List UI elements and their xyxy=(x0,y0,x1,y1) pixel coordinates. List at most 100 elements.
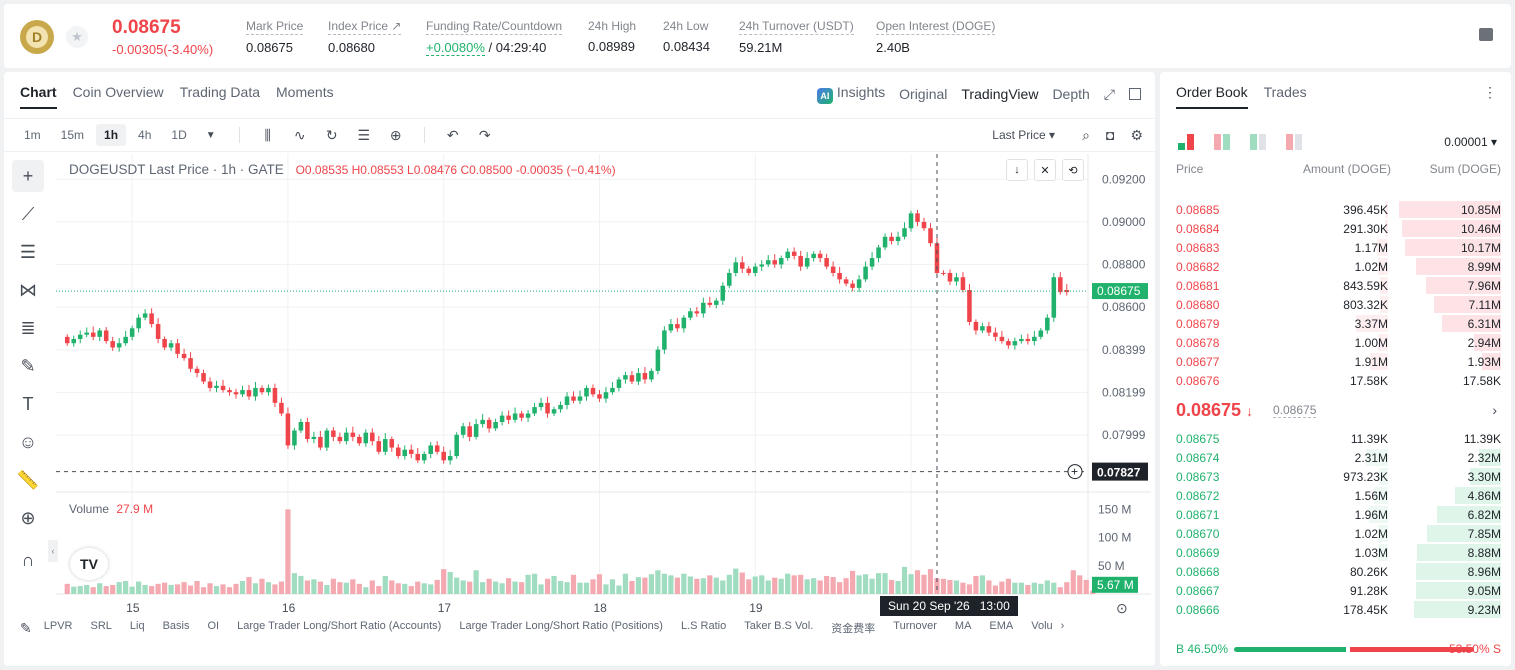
ask-row[interactable]: 0.08677 1.91M 1.93M xyxy=(1160,352,1511,371)
text-tool-icon[interactable]: T xyxy=(22,393,34,414)
cycle-icon[interactable]: ⟲ xyxy=(1062,159,1084,181)
template-icon[interactable]: ☰ xyxy=(357,126,371,143)
mid-mark-price[interactable]: 0.08675 xyxy=(1273,403,1317,418)
tab-chart[interactable]: Chart xyxy=(20,84,57,109)
indicator-ls-ratio[interactable]: L.S Ratio xyxy=(680,620,727,632)
indicator-volume[interactable]: Volu xyxy=(1031,620,1053,632)
ask-row[interactable]: 0.08681 843.59K 7.96M xyxy=(1160,276,1511,295)
bid-row[interactable]: 0.08666 178.45K 9.23M xyxy=(1160,600,1511,619)
interval-1m[interactable]: 1m xyxy=(24,128,41,142)
mode-sells-icon[interactable] xyxy=(1286,134,1302,150)
crosshair-tool-icon[interactable]: + xyxy=(12,160,44,192)
candle-type-icon[interactable]: ⫼ xyxy=(264,126,271,143)
candle xyxy=(324,427,330,451)
indicator-scroll-icon[interactable]: › xyxy=(1060,620,1065,632)
timezone-settings-icon[interactable]: ⊙ xyxy=(1116,600,1128,616)
mode-asks-icon[interactable] xyxy=(1214,134,1230,150)
tab-order-book[interactable]: Order Book xyxy=(1176,84,1248,109)
candle-body xyxy=(370,432,375,442)
tab-tradingview[interactable]: TradingView xyxy=(961,86,1039,102)
indicator-ls-accounts[interactable]: Large Trader Long/Short Ratio (Accounts) xyxy=(237,620,442,632)
tab-trades[interactable]: Trades xyxy=(1263,84,1307,100)
ask-row[interactable]: 0.08680 803.32K 7.11M xyxy=(1160,295,1511,314)
tab-trading-data[interactable]: Trading Data xyxy=(179,84,261,100)
row-sum: 17.58K xyxy=(1462,374,1501,388)
camera-icon[interactable]: ◘ xyxy=(1105,127,1115,143)
ask-row[interactable]: 0.08684 291.30K 10.46M xyxy=(1160,219,1511,238)
indicator-turnover[interactable]: Turnover xyxy=(893,620,937,632)
favorite-star-icon[interactable]: ★ xyxy=(66,26,88,48)
magnet-tool-icon[interactable]: ∩ xyxy=(21,549,35,570)
chevron-right-icon[interactable]: › xyxy=(1492,402,1497,418)
row-amount: 3.37M xyxy=(1354,317,1388,331)
book-icon[interactable] xyxy=(1479,28,1493,41)
edit-icon[interactable]: ✎ xyxy=(20,620,32,636)
replay-icon[interactable]: ↻ xyxy=(325,126,338,143)
tab-insights[interactable]: AI Insights xyxy=(816,84,885,104)
tab-moments[interactable]: Moments xyxy=(276,84,334,100)
tab-original[interactable]: Original xyxy=(899,86,948,102)
trend-line-tool-icon[interactable]: ⟋ xyxy=(21,203,35,224)
zoom-tool-icon[interactable]: ⊕ xyxy=(20,507,36,528)
last-price-select[interactable]: Last Price ▾ xyxy=(992,128,1055,142)
indicator-lpvr[interactable]: LPVR xyxy=(43,620,73,632)
ask-row[interactable]: 0.08679 3.37M 6.31M xyxy=(1160,314,1511,333)
collapse-toolbar-icon[interactable]: ‹ xyxy=(48,540,58,562)
candle-body xyxy=(318,436,323,448)
bid-row[interactable]: 0.08669 1.03M 8.88M xyxy=(1160,543,1511,562)
bid-row[interactable]: 0.08668 80.26K 8.96M xyxy=(1160,562,1511,581)
mode-bids-icon[interactable] xyxy=(1250,134,1266,150)
horizontal-lines-tool-icon[interactable]: ☰ xyxy=(19,241,37,262)
price-chart[interactable]: 0.09200 0.09000 0.08800 0.08600 0.08399 0.081… xyxy=(56,154,1151,624)
redo-icon[interactable]: ↷ xyxy=(478,126,491,143)
indicator-taker-vol[interactable]: Taker B.S Vol. xyxy=(744,620,814,632)
bid-row[interactable]: 0.08674 2.31M 2.32M xyxy=(1160,448,1511,467)
indicator-ma[interactable]: MA xyxy=(954,620,972,632)
interval-dropdown-icon[interactable]: ▼ xyxy=(205,129,216,141)
undo-icon[interactable]: ↶ xyxy=(446,126,459,143)
bid-row[interactable]: 0.08670 1.02M 7.85M xyxy=(1160,524,1511,543)
brush-tool-icon[interactable]: ✎ xyxy=(20,355,36,376)
emoji-tool-icon[interactable]: ☺ xyxy=(18,431,38,452)
more-options-icon[interactable]: ⋮ xyxy=(1483,84,1497,100)
bid-row[interactable]: 0.08667 91.28K 9.05M xyxy=(1160,581,1511,600)
interval-1h[interactable]: 1h xyxy=(96,124,127,146)
interval-4h[interactable]: 4h xyxy=(138,128,152,142)
precision-select[interactable]: 0.00001 ▾ xyxy=(1444,135,1497,149)
ask-row[interactable]: 0.08683 1.17M 10.17M xyxy=(1160,238,1511,257)
indicator-ema[interactable]: EMA xyxy=(989,620,1014,632)
search-icon[interactable]: ⌕ xyxy=(1082,127,1090,143)
indicator-funding-rate[interactable]: 资金费率 xyxy=(831,623,876,635)
ask-row[interactable]: 0.08678 1.00M 2.94M xyxy=(1160,333,1511,352)
fullscreen-icon[interactable] xyxy=(1129,88,1141,100)
indicator-liq[interactable]: Liq xyxy=(129,620,145,632)
indicators-icon[interactable]: ∿ xyxy=(293,126,306,143)
candle-body xyxy=(279,402,284,414)
indicator-ls-positions[interactable]: Large Trader Long/Short Ratio (Positions… xyxy=(459,620,663,632)
indicator-oi[interactable]: OI xyxy=(207,620,220,632)
expand-icon[interactable]: ⤢ xyxy=(1103,85,1115,102)
indicator-srl[interactable]: SRL xyxy=(90,620,112,632)
collapse-icon[interactable]: ✕ xyxy=(1034,159,1056,181)
bid-row[interactable]: 0.08671 1.96M 6.82M xyxy=(1160,505,1511,524)
bid-row[interactable]: 0.08672 1.56M 4.86M xyxy=(1160,486,1511,505)
candle xyxy=(986,321,992,336)
candle-body xyxy=(253,387,258,397)
interval-1d[interactable]: 1D xyxy=(171,128,187,142)
tab-depth[interactable]: Depth xyxy=(1052,86,1090,102)
fib-tool-icon[interactable]: ≣ xyxy=(20,317,36,338)
bid-row[interactable]: 0.08673 973.23K 3.30M xyxy=(1160,467,1511,486)
arrow-down-icon[interactable]: ↓ xyxy=(1006,159,1028,181)
add-indicator-icon[interactable]: ⊕ xyxy=(389,126,402,143)
ask-row[interactable]: 0.08676 17.58K 17.58K xyxy=(1160,371,1511,390)
tab-coin-overview[interactable]: Coin Overview xyxy=(72,84,164,100)
ruler-tool-icon[interactable]: 📏 xyxy=(16,469,40,490)
ask-row[interactable]: 0.08682 1.02M 8.99M xyxy=(1160,257,1511,276)
gear-icon[interactable]: ⚙ xyxy=(1130,127,1143,143)
interval-15m[interactable]: 15m xyxy=(60,128,85,142)
ask-row[interactable]: 0.08685 396.45K 10.85M xyxy=(1160,200,1511,219)
bid-row[interactable]: 0.08675 11.39K 11.39K xyxy=(1160,429,1511,448)
indicator-basis[interactable]: Basis xyxy=(162,620,190,632)
pattern-tool-icon[interactable]: ⋈ xyxy=(19,279,37,300)
mode-both-icon[interactable] xyxy=(1178,134,1194,150)
